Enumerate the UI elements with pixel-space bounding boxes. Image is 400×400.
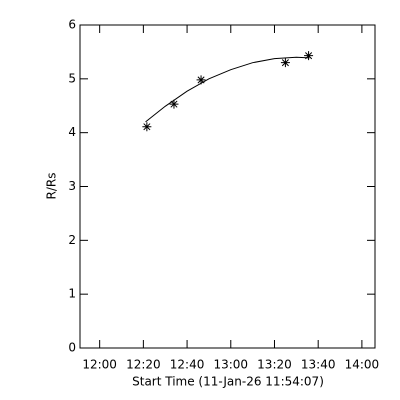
- x-tick-label: 12:40: [170, 358, 205, 372]
- x-tick-label: 13:40: [301, 358, 336, 372]
- x-tick-label: 14:00: [345, 358, 380, 372]
- y-tick-label: 1: [68, 287, 76, 301]
- y-tick-label: 5: [68, 71, 76, 85]
- plot-frame: [79, 24, 376, 349]
- y-tick-label: 3: [68, 179, 76, 193]
- fit-line: [145, 56, 310, 123]
- x-tick-label: 13:20: [257, 358, 292, 372]
- y-tick-label: 4: [68, 125, 76, 139]
- data-point: [280, 58, 290, 68]
- data-point: [142, 122, 152, 132]
- x-tick-label: 12:20: [126, 358, 161, 372]
- data-point: [196, 75, 206, 85]
- data-point: [169, 99, 179, 109]
- y-tick-label: 6: [68, 18, 76, 32]
- y-axis-label: R/Rs: [45, 173, 59, 200]
- x-tick-label: 13:00: [213, 358, 248, 372]
- data-point: [304, 51, 314, 61]
- y-tick-label: 0: [68, 341, 76, 355]
- x-tick-label: 12:00: [82, 358, 117, 372]
- y-tick-label: 2: [68, 233, 76, 247]
- x-axis-label: Start Time (11-Jan-26 11:54:07): [132, 375, 324, 389]
